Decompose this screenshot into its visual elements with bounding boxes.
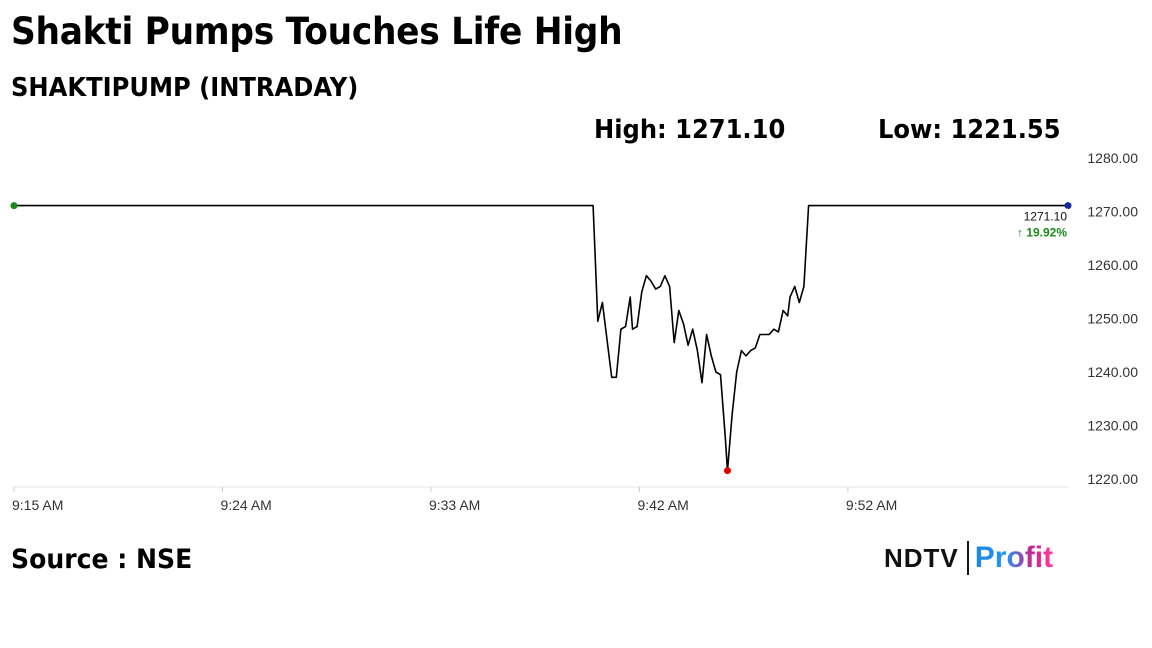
low-value: Low: 1221.55 — [878, 115, 1061, 145]
y-tick-label: 1220.00 — [1087, 471, 1138, 487]
y-tick-label: 1280.00 — [1087, 150, 1138, 166]
y-tick-label: 1250.00 — [1087, 311, 1138, 327]
intraday-line-chart: 1220.00 1230.00 1240.00 1250.00 1260.00 1270.… — [10, 150, 1138, 513]
logo-divider — [966, 541, 969, 575]
last-value-bg — [1010, 208, 1068, 223]
price-line — [14, 204, 1068, 472]
x-tick-label: 9:24 AM — [220, 497, 271, 513]
chart-title: Shakti Pumps Touches Life High — [11, 10, 623, 53]
y-tick-label: 1260.00 — [1087, 257, 1138, 273]
logo-profit-text: Profit — [974, 541, 1054, 574]
end-point-marker — [1064, 202, 1072, 210]
y-tick-label: 1270.00 — [1087, 204, 1138, 220]
y-tick-label: 1240.00 — [1087, 364, 1138, 380]
y-tick-label: 1230.00 — [1087, 417, 1138, 433]
change-percent-label: ↑ 19.92% — [1017, 226, 1067, 240]
logo-ndtv-text: NDTV — [884, 542, 959, 573]
x-tick-label: 9:52 AM — [846, 497, 897, 513]
ndtv-profit-logo: NDTV Profit — [884, 538, 1053, 578]
x-tick-label: 9:33 AM — [429, 497, 480, 513]
high-value: High: 1271.10 — [594, 115, 786, 145]
low-point-marker — [723, 467, 731, 475]
chart-subtitle: SHAKTIPUMP (INTRADAY) — [11, 73, 359, 103]
source-label: Source : NSE — [11, 544, 193, 575]
x-tick-label: 9:42 AM — [637, 497, 688, 513]
start-point-marker — [10, 202, 18, 210]
x-tick-label: 9:15 AM — [12, 497, 63, 513]
last-value-label: 1271.10 — [1024, 210, 1068, 224]
